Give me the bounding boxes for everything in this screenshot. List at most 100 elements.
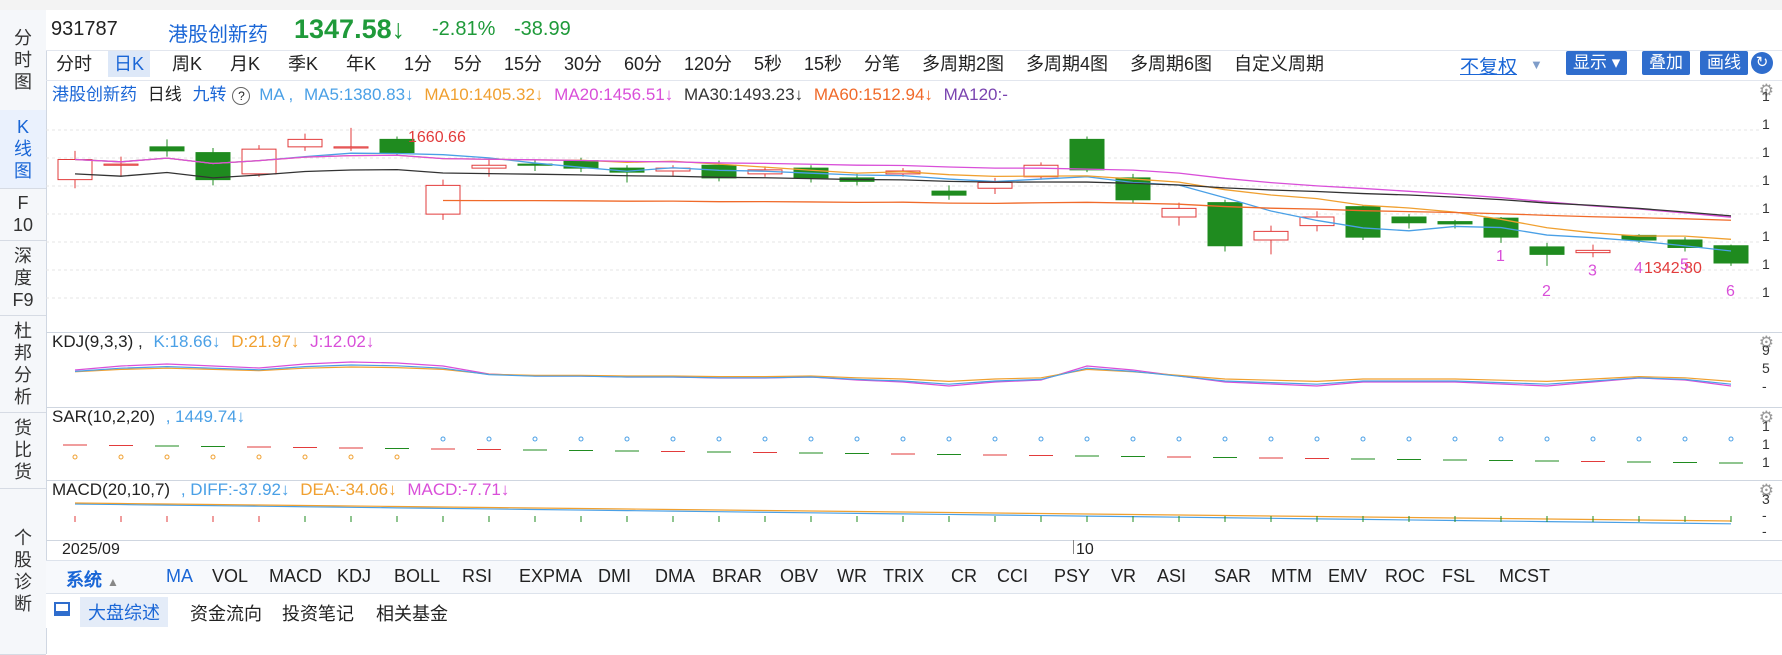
indicator-ma[interactable]: MA (166, 566, 193, 586)
sidebar-item-4[interactable]: 杜 邦 分 析 (0, 315, 46, 413)
indicator-kdj[interactable]: KDJ (337, 566, 372, 586)
indicator-dmi[interactable]: DMI (598, 566, 631, 586)
indicator-vr[interactable]: VR (1111, 566, 1137, 586)
indicator-bar: 系统 ▲ MA VOL MACD KDJ BOLL RSI EXPMA DMI DMA BRAR O… (46, 560, 1782, 593)
indicator-asi[interactable]: ASI (1157, 566, 1187, 586)
indicator-mcst[interactable]: MCST (1499, 566, 1550, 586)
sidebar-item-3[interactable]: 深 度 F9 (0, 240, 46, 316)
ma60-line (442, 199, 1732, 221)
tab-period-8[interactable]: 15分 (504, 54, 543, 74)
indicator-rsi[interactable]: RSI (462, 566, 493, 586)
gear-icon[interactable]: ⚙ (1758, 408, 1774, 427)
indicator-wr[interactable]: WR (837, 566, 867, 586)
sidebar-item-6[interactable]: 个 股 诊 断 (0, 488, 46, 655)
kdj-chart[interactable] (46, 352, 1762, 407)
tab-period-17[interactable]: 多周期6图 (1130, 54, 1213, 74)
bottom-tab-2[interactable]: 投资笔记 (282, 604, 354, 624)
tab-period-14[interactable]: 分笔 (864, 54, 900, 74)
help-icon[interactable]: ? (232, 87, 251, 105)
system-tab[interactable]: 系统 ▲ (66, 570, 119, 590)
axis-tick-macd: 3 (1762, 491, 1770, 507)
date-mid-tick (1073, 540, 1074, 554)
sidebar-item-1[interactable]: K 线 图 (0, 110, 46, 189)
ma20-line (74, 154, 1732, 218)
tab-period-1[interactable]: 日K (108, 51, 151, 77)
sar-dot (1360, 436, 1366, 442)
tab-period-9[interactable]: 30分 (564, 54, 603, 74)
axis-tick-sar: 1 (1762, 418, 1770, 434)
gear-icon[interactable]: ⚙ (1758, 81, 1774, 100)
tab-period-16[interactable]: 多周期4图 (1026, 54, 1109, 74)
kline-panel[interactable]: 港股创新药 日线 九转? MA , MA5:1380.83↓ MA10:1405… (46, 80, 1782, 333)
stock-name[interactable]: 港股创新药 (168, 24, 268, 46)
tab-period-10[interactable]: 60分 (624, 54, 663, 74)
tab-period-12[interactable]: 5秒 (754, 54, 783, 74)
sar-dot (72, 454, 78, 460)
candle-body (471, 164, 507, 169)
candle (1207, 199, 1243, 252)
legend-ma5: MA5:1380.83↓ (303, 85, 414, 104)
sar-dot (1452, 436, 1458, 442)
indicator-emv[interactable]: EMV (1328, 566, 1368, 586)
candle (57, 150, 93, 189)
kline-chart[interactable]: 1660.66 1342.80 1 2 3 4 5 6 (46, 102, 1762, 332)
axis-tick-kdj: 5 (1762, 360, 1770, 376)
sar-chart[interactable] (46, 427, 1762, 480)
tab-period-2[interactable]: 周K (172, 54, 203, 74)
indicator-macd[interactable]: MACD (269, 566, 322, 586)
indicator-fsl[interactable]: FSL (1442, 566, 1476, 586)
chevron-down-icon[interactable]: ▼ (1530, 57, 1543, 72)
indicator-vol[interactable]: VOL (212, 566, 249, 586)
candle-body (1207, 202, 1243, 247)
sar-dot (1176, 436, 1182, 442)
indicator-expma[interactable]: EXPMA (519, 566, 583, 586)
indicator-dma[interactable]: DMA (655, 566, 695, 586)
panel-icon[interactable] (54, 602, 70, 616)
fuquan-select[interactable]: 不复权 (1460, 57, 1518, 78)
indicator-mtm[interactable]: MTM (1271, 566, 1312, 586)
tab-period-15[interactable]: 多周期2图 (922, 54, 1005, 74)
gear-icon[interactable]: ⚙ (1758, 333, 1774, 352)
indicator-psy[interactable]: PSY (1054, 566, 1091, 586)
seq-label: 4 (1634, 260, 1643, 277)
macd-panel[interactable]: MACD(20,10,7) , DIFF:-37.92↓ DEA:-34.06↓… (46, 480, 1782, 541)
draw-line-button[interactable]: 画线 (1700, 51, 1748, 75)
tab-period-5[interactable]: 年K (346, 54, 377, 74)
tab-period-6[interactable]: 1分 (404, 54, 433, 74)
indicator-brar[interactable]: BRAR (712, 566, 763, 586)
tab-period-0[interactable]: 分时 (56, 54, 92, 74)
stock-code: 931787 (51, 18, 118, 40)
indicator-trix[interactable]: TRIX (883, 566, 925, 586)
indicator-boll[interactable]: BOLL (394, 566, 441, 586)
sidebar-item-2[interactable]: F 10 (0, 188, 46, 241)
bottom-tab-3[interactable]: 相关基金 (376, 604, 448, 624)
sar-dot (854, 436, 860, 442)
display-button[interactable]: 显示 ▾ (1566, 51, 1628, 75)
indicator-sar[interactable]: SAR (1214, 566, 1252, 586)
sar-panel[interactable]: SAR(10,2,20) , 1449.74↓ ⚙ (46, 407, 1782, 481)
bottom-tab-1[interactable]: 资金流向 (190, 604, 262, 624)
overlay-button[interactable]: 叠加 (1642, 51, 1690, 75)
gear-icon[interactable]: ⚙ (1758, 481, 1774, 500)
stock-title-bar: 931787 港股创新药 1347.58↓ -2.81% -38.99 (46, 10, 1782, 51)
tab-period-3[interactable]: 月K (230, 54, 261, 74)
macd-diff: , DIFF:-37.92↓ (180, 480, 290, 499)
tab-period-11[interactable]: 120分 (684, 54, 733, 74)
sidebar-item-0[interactable]: 分 时 图 (0, 10, 46, 111)
refresh-icon[interactable]: ↻ (1751, 52, 1773, 74)
axis-tick-main: 1 (1762, 228, 1770, 244)
tab-period-18[interactable]: 自定义周期 (1234, 54, 1324, 74)
indicator-cr[interactable]: CR (951, 566, 977, 586)
tab-period-7[interactable]: 5分 (454, 54, 483, 74)
legend-jiuzhuan[interactable]: 九转 (192, 85, 227, 104)
kdj-panel[interactable]: KDJ(9,3,3) , K:18.66↓ D:21.97↓ J:12.02↓ … (46, 332, 1782, 408)
bottom-tab-0[interactable]: 大盘综述 (80, 597, 168, 627)
indicator-cci[interactable]: CCI (997, 566, 1028, 586)
candle-body (977, 182, 1013, 189)
macd-chart[interactable] (46, 500, 1762, 540)
tab-period-4[interactable]: 季K (288, 54, 319, 74)
sidebar-item-5[interactable]: 货 比 货 (0, 412, 46, 489)
indicator-roc[interactable]: ROC (1385, 566, 1425, 586)
tab-period-13[interactable]: 15秒 (804, 54, 843, 74)
indicator-obv[interactable]: OBV (780, 566, 819, 586)
